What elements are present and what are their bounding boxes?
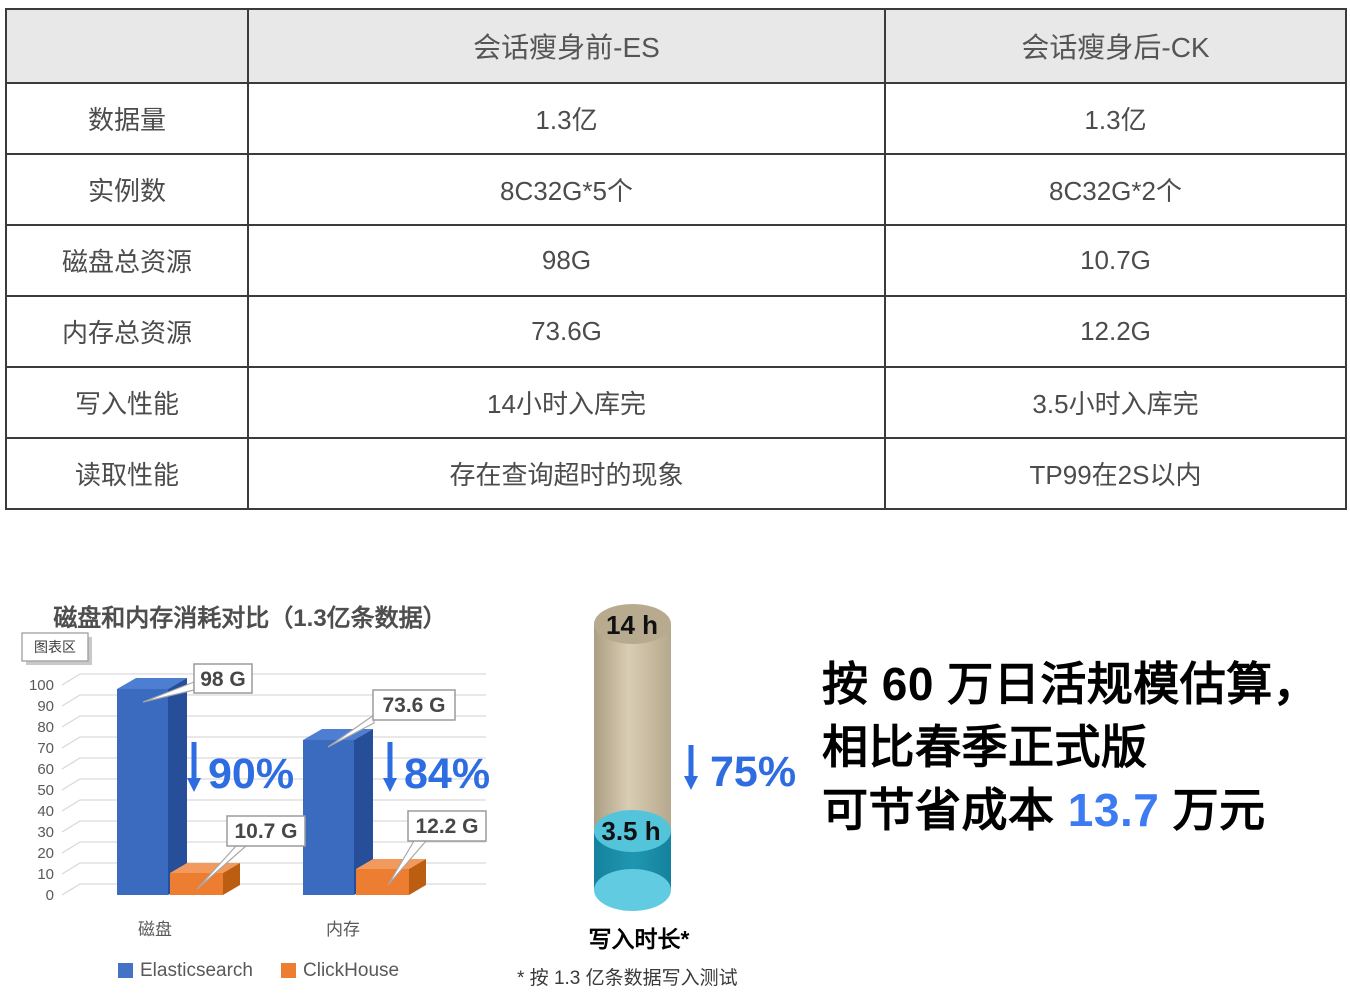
table-cell: 14小时入库完 [247, 366, 886, 439]
comparison-table: 会话瘦身前-ES 会话瘦身后-CK 数据量 1.3亿 1.3亿 实例数 8C32… [5, 8, 1347, 510]
table-row: 内存总资源 73.6G 12.2G [5, 295, 1347, 368]
before-duration-label: 14 h [606, 610, 658, 640]
decrease-annotation-memory: 84% [383, 742, 490, 798]
decrease-percent: 84% [404, 750, 490, 798]
tick-label: 50 [37, 782, 54, 799]
table-cell: 12.2G [884, 295, 1347, 368]
tick-label: 80 [37, 719, 54, 736]
cylinder-after-segment [594, 810, 671, 911]
table-header-after-ck: 会话瘦身后-CK [884, 8, 1347, 84]
decrease-arrow-icon [684, 745, 698, 790]
table-cell: 10.7G [884, 224, 1347, 297]
row-label: 内存总资源 [5, 295, 249, 368]
table-cell: 1.3亿 [884, 82, 1347, 155]
decrease-percent: 90% [208, 750, 294, 798]
table-cell: 8C32G*5个 [247, 153, 886, 226]
summary-line-2: 相比春季正式版 [822, 716, 1319, 779]
tick-label: 30 [37, 824, 54, 841]
table-row: 写入性能 14小时入库完 3.5小时入库完 [5, 366, 1347, 439]
data-label-es-memory: 73.6 G [327, 689, 456, 748]
table-header-before-es: 会话瘦身前-ES [247, 8, 886, 84]
table-cell: 3.5小时入库完 [884, 366, 1347, 439]
resource-bar-chart: 磁盘和内存消耗对比（1.3亿条数据） 图表区 [0, 590, 500, 1004]
summary-text: 可节省成本 [822, 784, 1068, 836]
tick-label: 90 [37, 698, 54, 715]
chart-area-tooltip: 图表区 [21, 632, 92, 665]
summary-text: 相比春季正式版 [822, 721, 1148, 773]
tick-label: 0 [46, 887, 54, 904]
decrease-annotation-duration: 75% [684, 745, 796, 796]
table-cell: 98G [247, 224, 886, 297]
tick-label: 10 [37, 866, 54, 883]
row-label: 读取性能 [5, 437, 249, 510]
row-label: 实例数 [5, 153, 249, 226]
decrease-percent: 75% [710, 748, 796, 796]
table-header-row: 会话瘦身前-ES 会话瘦身后-CK [5, 8, 1347, 84]
row-label: 写入性能 [5, 366, 249, 439]
summary-text: 万元 [1159, 784, 1266, 836]
cylinder-chart-title: 写入时长* [589, 926, 690, 952]
bar-es-disk [117, 678, 187, 895]
savings-amount: 13.7 [1067, 784, 1160, 836]
table-row: 数据量 1.3亿 1.3亿 [5, 82, 1347, 155]
cylinder-footnote: * 按 1.3 亿条数据写入测试 [517, 967, 738, 989]
data-label: 12.2 G [415, 815, 478, 838]
table-header-empty [5, 8, 249, 84]
data-label: 73.6 G [382, 694, 445, 717]
bar-es-memory [303, 729, 373, 895]
summary-text: 按 60 万日活规模估算， [822, 658, 1320, 710]
table-cell: 73.6G [247, 295, 886, 368]
summary-line-1: 按 60 万日活规模估算， [822, 653, 1319, 716]
row-label: 数据量 [5, 82, 249, 155]
table-row: 实例数 8C32G*5个 8C32G*2个 [5, 153, 1347, 226]
table-cell: 1.3亿 [247, 82, 886, 155]
summary-line-3: 可节省成本 13.7 万元 [822, 779, 1319, 842]
legend-label-elasticsearch: Elasticsearch [140, 960, 253, 981]
legend-swatch-elasticsearch [118, 963, 133, 978]
tick-label: 70 [37, 740, 54, 757]
y-axis-ticks: 100 90 80 70 60 50 40 30 20 10 0 [29, 677, 54, 904]
chart-title: 磁盘和内存消耗对比（1.3亿条数据） [53, 604, 446, 632]
category-label-disk: 磁盘 [138, 920, 172, 939]
row-label: 磁盘总资源 [5, 224, 249, 297]
tick-label: 100 [29, 677, 54, 694]
bar-ck-memory [356, 859, 426, 895]
tick-label: 20 [37, 845, 54, 862]
write-duration-chart: 14 h 3.5 h 75% 写入时长* * 按 1.3 亿条数据写入测试 [500, 590, 830, 1004]
tooltip-label: 图表区 [34, 639, 76, 655]
table-cell: 存在查询超时的现象 [247, 437, 886, 510]
cost-summary: 按 60 万日活规模估算， 相比春季正式版 可节省成本 13.7 万元 [822, 653, 1319, 842]
category-label-memory: 内存 [326, 920, 360, 939]
after-duration-label: 3.5 h [601, 816, 660, 846]
legend: Elasticsearch ClickHouse [118, 960, 399, 981]
data-label: 10.7 G [234, 820, 297, 843]
legend-label-clickhouse: ClickHouse [303, 960, 399, 981]
tick-label: 60 [37, 761, 54, 778]
data-label-ck-memory: 12.2 G [387, 810, 487, 886]
cylinder-before-segment [594, 604, 671, 831]
legend-swatch-clickhouse [281, 963, 296, 978]
table-row: 读取性能 存在查询超时的现象 TP99在2S以内 [5, 437, 1347, 510]
tick-label: 40 [37, 803, 54, 820]
decrease-annotation-disk: 90% [187, 742, 294, 798]
decrease-arrow-icon [187, 742, 201, 792]
table-cell: TP99在2S以内 [884, 437, 1347, 510]
table-row: 磁盘总资源 98G 10.7G [5, 224, 1347, 297]
data-label: 98 G [200, 668, 246, 691]
data-label-ck-disk: 10.7 G [196, 815, 306, 890]
bar-ck-disk [170, 863, 240, 895]
table-cell: 8C32G*2个 [884, 153, 1347, 226]
decrease-arrow-icon [383, 742, 397, 792]
data-label-es-disk: 98 G [142, 663, 253, 703]
